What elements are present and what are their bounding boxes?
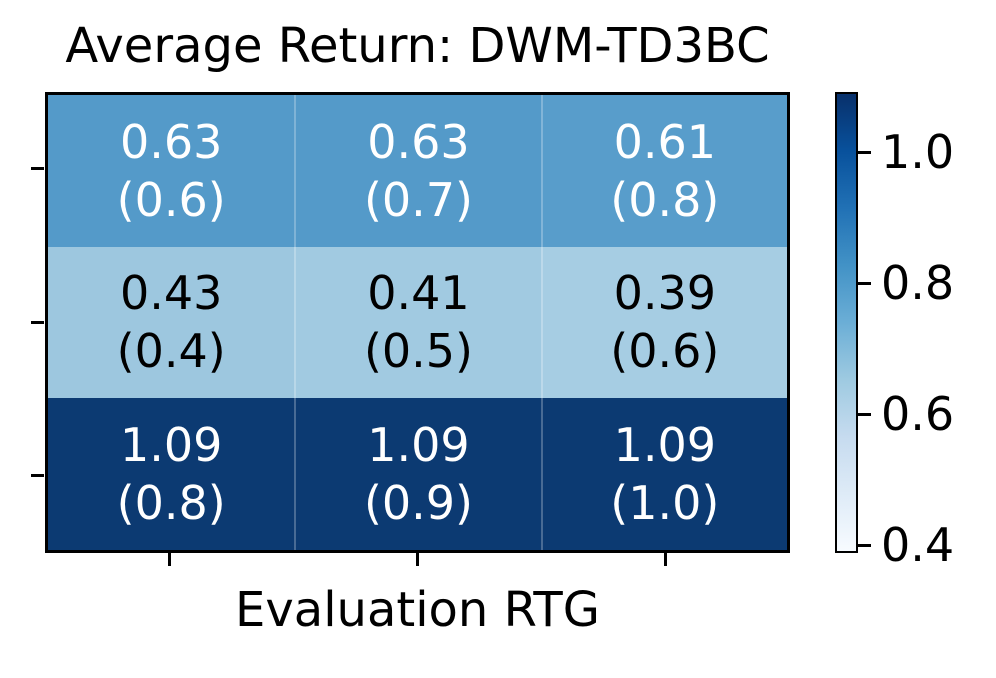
cell-subvalue: (0.6) [116,172,226,227]
colorbar-tick [856,413,871,416]
y-axis-tick [31,167,44,170]
cell-value: 0.63 [367,114,470,169]
cell-subvalue: (0.9) [363,476,474,531]
y-axis-tick [31,321,44,324]
cell-subvalue: (0.5) [363,324,474,379]
chart-title: Average Return: DWM-TD3BC [65,18,770,74]
x-axis-tick [416,553,419,566]
cell-value: 0.43 [119,266,223,321]
cell-subvalue: (1.0) [610,476,720,531]
heatmap-grid: 0.63 (0.6) 0.63 (0.7) 0.61 (0.8) 0.43 (0… [45,92,790,553]
cell-value: 1.09 [119,418,223,473]
colorbar-tick-label: 1.0 [881,125,955,179]
cell-value: 0.63 [119,114,223,169]
cell-subvalue: (0.6) [610,324,720,379]
heatmap-cell-r0c2: 0.61 (0.8) [540,95,787,247]
x-axis-tick [168,553,171,566]
cell-subvalue: (0.4) [116,324,226,379]
heatmap-cell-r2c1: 1.09 (0.9) [294,398,541,550]
x-axis-label: Evaluation RTG [235,582,600,638]
colorbar-tick-label: 0.8 [881,256,955,310]
cell-subvalue: (0.8) [116,476,226,531]
heatmap-cell-r1c0: 0.43 (0.4) [48,246,295,399]
cell-value: 0.61 [613,114,717,169]
cell-subvalue: (0.7) [363,172,474,227]
colorbar-tick-label: 0.6 [881,387,955,441]
cell-value: 0.39 [613,266,717,321]
x-axis-tick [664,553,667,566]
heatmap-cell-r1c2: 0.39 (0.6) [540,246,787,399]
colorbar-tick [856,282,871,285]
y-axis-tick [31,474,44,477]
colorbar-tick [856,544,871,547]
colorbar-tick [856,151,871,154]
cell-value: 1.09 [367,418,470,473]
heatmap-cell-r1c1: 0.41 (0.5) [294,246,541,399]
cell-subvalue: (0.8) [610,172,720,227]
cell-value: 1.09 [613,418,717,473]
colorbar-tick-label: 0.4 [881,518,955,572]
heatmap-cell-r0c1: 0.63 (0.7) [294,95,541,247]
heatmap-cell-r2c0: 1.09 (0.8) [48,398,295,550]
colorbar [835,92,858,553]
heatmap-cell-r0c0: 0.63 (0.6) [48,95,295,247]
heatmap-cell-r2c2: 1.09 (1.0) [540,398,787,550]
cell-value: 0.41 [367,266,470,321]
